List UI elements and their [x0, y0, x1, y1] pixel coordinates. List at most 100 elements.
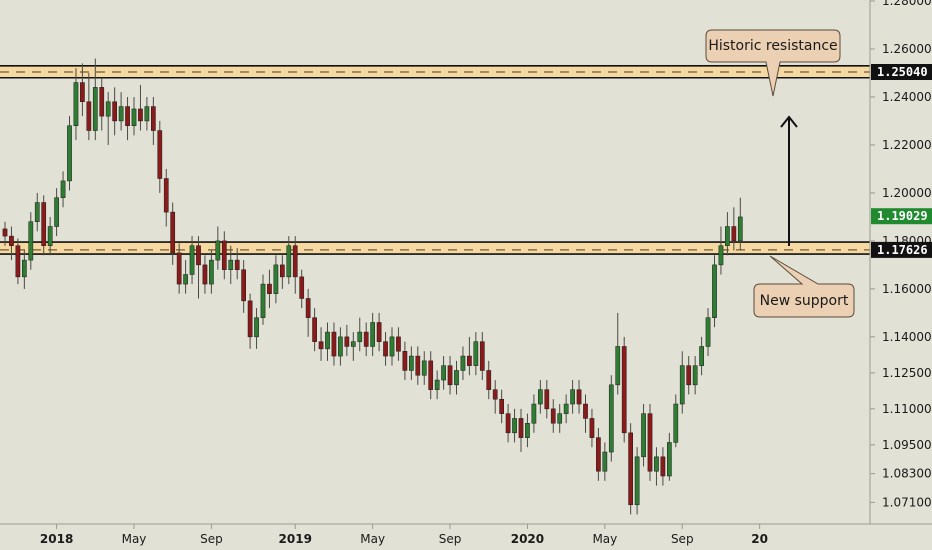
candle-body: [196, 245, 201, 266]
candle-body: [247, 300, 253, 338]
x-tick-label: May: [360, 532, 385, 546]
candle: [615, 312, 621, 395]
x-tick-label: 2020: [511, 532, 544, 546]
candle-body: [596, 437, 601, 472]
candle: [647, 404, 653, 481]
candle: [396, 327, 401, 361]
candle-body: [292, 245, 298, 278]
x-tick-label: 2019: [279, 532, 312, 546]
candle: [679, 351, 685, 414]
candle-body: [557, 413, 563, 424]
candle-body: [608, 384, 614, 453]
candle-body: [705, 317, 711, 347]
candle-body: [518, 418, 524, 438]
support-level-badge-bg: [871, 241, 932, 258]
candle: [641, 404, 646, 467]
resistance-callout: Historic resistance: [705, 29, 841, 97]
candle: [434, 370, 440, 400]
candle: [273, 255, 279, 304]
candle: [402, 341, 408, 381]
candle-body: [357, 331, 363, 342]
candle-body: [409, 355, 414, 371]
candle: [125, 96, 130, 141]
zones-layer: [0, 64, 870, 255]
candle: [731, 207, 737, 251]
candle-body: [441, 365, 446, 381]
candle-body: [54, 197, 59, 227]
y-tick-label: 1.28000: [882, 0, 932, 8]
candle: [518, 408, 524, 453]
resistance-callout-text: Historic resistance: [708, 38, 837, 54]
candle: [376, 312, 382, 352]
candle-body: [544, 389, 550, 410]
candle-body: [737, 216, 743, 242]
candle-body: [151, 106, 156, 131]
candle-body: [692, 365, 698, 386]
candle-body: [383, 341, 388, 357]
candle-body: [183, 274, 188, 285]
candle: [363, 322, 369, 357]
support-callout: New support: [753, 255, 855, 318]
candle-body: [202, 264, 208, 285]
candle: [499, 389, 504, 424]
candle: [538, 380, 543, 414]
x-tick-label: 2018: [40, 532, 73, 546]
candle: [54, 188, 59, 237]
candle: [105, 92, 111, 145]
candle: [544, 380, 550, 419]
candle: [299, 269, 305, 309]
candle: [350, 332, 356, 361]
candle-body: [131, 108, 137, 126]
candle-body: [80, 82, 85, 103]
candle: [421, 351, 427, 385]
candle-body: [325, 331, 330, 350]
candle-body: [699, 346, 704, 366]
candle: [486, 360, 492, 400]
candle-body: [138, 108, 143, 122]
candle-body: [99, 87, 105, 117]
candle: [280, 255, 285, 289]
candle: [660, 447, 666, 486]
candle: [409, 346, 414, 381]
candle-body: [363, 331, 369, 347]
candle-body: [654, 456, 659, 472]
candle-body: [286, 245, 292, 278]
candle: [112, 87, 118, 136]
candle: [331, 322, 337, 366]
candle: [338, 327, 343, 366]
candle: [428, 351, 434, 400]
candle-body: [189, 245, 195, 275]
candle: [344, 324, 350, 357]
candle-body: [163, 178, 169, 213]
candle-body: [550, 408, 556, 424]
y-tick-label: 1.14000: [882, 330, 932, 344]
candle-body: [479, 341, 485, 371]
candle-body: [538, 389, 543, 405]
y-axis: 1.280001.260001.240001.220001.200001.180…: [869, 0, 932, 524]
candle: [667, 432, 672, 481]
candle-body: [421, 360, 427, 376]
candle: [563, 394, 569, 424]
resistance-level-badge: 1.25040: [871, 64, 932, 81]
candle: [196, 236, 201, 299]
candle-body: [712, 264, 717, 318]
candle-body: [454, 370, 459, 386]
target-arrow-head: [780, 115, 798, 128]
candle: [41, 195, 47, 256]
y-tick-label: 1.12500: [882, 366, 932, 380]
candle-body: [338, 336, 343, 357]
candle-body: [9, 235, 14, 246]
candle-body: [34, 202, 40, 222]
candle-body: [280, 264, 285, 278]
candle: [151, 96, 156, 145]
candle-body: [67, 125, 72, 182]
candle-body: [473, 341, 479, 366]
x-axis: 2018 May Sep 2019 May Sep 2020 May Sep 20: [0, 523, 932, 546]
candle-body: [118, 106, 124, 122]
candle: [712, 255, 717, 328]
candle-body: [350, 341, 356, 347]
candle: [479, 332, 485, 381]
overlay-layer: Historic resistance New support: [705, 29, 855, 318]
x-tick-label: Sep: [439, 532, 462, 546]
